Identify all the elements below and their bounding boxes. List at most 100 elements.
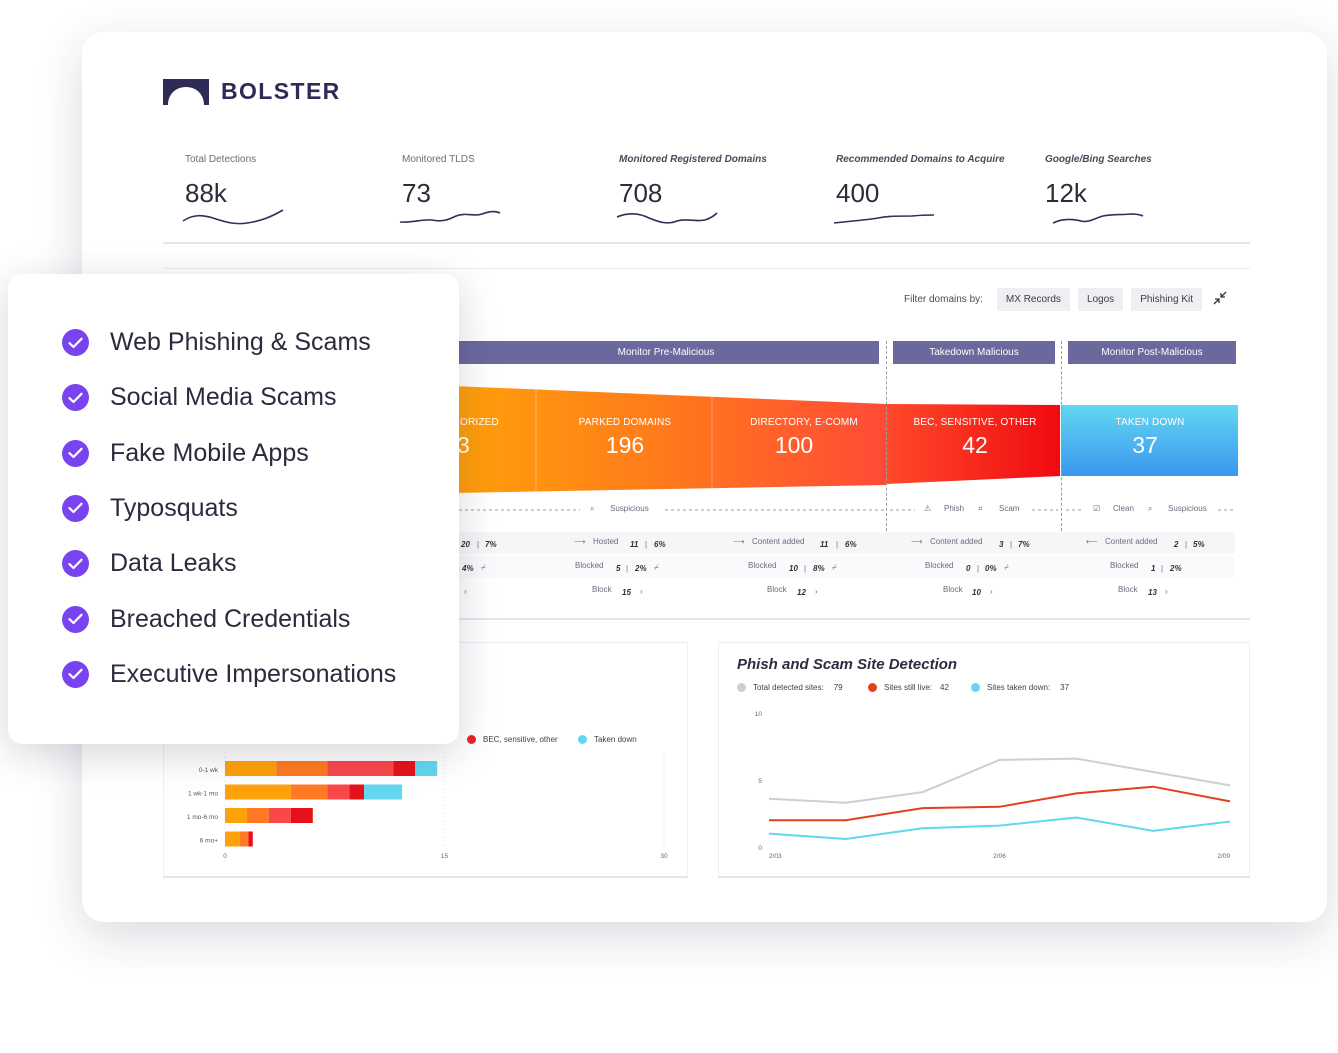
stat-google-bing-searches[interactable]: Google/Bing Searches 12k <box>1023 140 1223 244</box>
feature-item: Social Media Scams <box>62 383 336 412</box>
status-scam[interactable]: Scam <box>999 504 1020 513</box>
chevron-right-icon[interactable]: › <box>640 587 643 596</box>
stat-label: Monitored Registered Domains <box>619 154 767 165</box>
line-legend-item[interactable]: Total detected sites: 79 <box>737 683 843 692</box>
line-legend-item[interactable]: Sites still live: 42 <box>868 683 949 692</box>
metric-label: Block <box>767 585 787 594</box>
feature-label: Web Phishing & Scams <box>110 328 371 356</box>
bar-segment <box>327 761 394 776</box>
bar-segment <box>268 808 291 823</box>
chevron-right-icon[interactable]: › <box>990 587 993 596</box>
stat-total-detections[interactable]: Total Detections 88k <box>163 140 363 244</box>
stat-value: 73 <box>402 178 431 208</box>
metric-value: 3 <box>999 540 1004 549</box>
arrow-right-icon: ⟶ <box>733 537 745 546</box>
metric-label: Blocked <box>748 561 777 570</box>
metric-label: Blocked <box>1110 561 1139 570</box>
feature-item: Fake Mobile Apps <box>62 439 309 468</box>
legend-label: Sites still live: <box>884 683 933 692</box>
bar-legend-item[interactable]: Taken down <box>578 735 637 744</box>
phase-monitor-post-malicious[interactable]: Monitor Post-Malicious <box>1068 341 1236 364</box>
check-circle-icon <box>62 550 89 578</box>
stat-label: Google/Bing Searches <box>1045 154 1152 165</box>
metric-sep: | <box>1161 564 1164 573</box>
phase-divider <box>1061 341 1062 531</box>
chevron-right-icon[interactable]: › <box>464 587 467 596</box>
metric-label: Content added <box>930 537 983 546</box>
bar-segment <box>415 761 438 776</box>
y-tick-label: 10 <box>755 711 763 718</box>
metric-value: 6% <box>845 540 857 549</box>
phase-takedown-malicious[interactable]: Takedown Malicious <box>893 341 1055 364</box>
x-tick-label: 0 <box>223 853 227 860</box>
stat-label: Total Detections <box>185 154 257 165</box>
check-circle-icon <box>62 329 89 356</box>
phish-icon: ⚠ <box>924 504 932 513</box>
status-phish[interactable]: Phish <box>944 504 965 513</box>
status-clean[interactable]: Clean <box>1113 504 1134 513</box>
trend-icon: ⌿ <box>481 563 486 572</box>
metric-sep: | <box>645 540 648 549</box>
feature-label: Breached Credentials <box>110 604 351 633</box>
trend-icon: ⌿ <box>1004 563 1009 572</box>
legend-label: Sites taken down: <box>987 683 1051 692</box>
chevron-right-icon[interactable]: › <box>815 587 818 596</box>
metric-sep: | <box>836 540 839 549</box>
bar-segment <box>364 784 403 800</box>
legend-label: Taken down <box>594 735 637 744</box>
funnel-label: BEC, SENSITIVE, OTHER <box>913 417 1037 428</box>
metric-label: Blocked <box>925 561 954 570</box>
filter-chip-logos[interactable]: Logos <box>1077 288 1124 311</box>
metric-value: 8% <box>813 564 825 573</box>
feature-label: Fake Mobile Apps <box>110 438 309 467</box>
filter-bar: Filter domains by: MX Records Logos Phis… <box>904 288 1228 311</box>
metric-value: 0% <box>985 564 997 573</box>
funnel-value[interactable]: 100 <box>774 432 814 458</box>
brand-logo[interactable]: BOLSTER <box>163 78 341 105</box>
bar-legend-item[interactable]: BEC, sensitive, other <box>467 735 558 744</box>
feature-label: Social Media Scams <box>110 383 337 412</box>
funnel-value[interactable]: 196 <box>605 432 645 458</box>
collapse-icon[interactable] <box>1212 291 1228 308</box>
metric-sep: | <box>977 564 980 573</box>
metric-value: 2% <box>1170 564 1182 573</box>
funnel-value[interactable]: 37 <box>1132 432 1158 458</box>
legend-dot <box>737 683 746 692</box>
metric-value: 15 <box>622 588 631 597</box>
status-suspicious[interactable]: Suspicious <box>610 504 649 513</box>
metric-value: 2% <box>635 564 647 573</box>
metric-value: 20 <box>461 540 470 549</box>
feature-label: Executive Impersonations <box>110 659 397 688</box>
filter-chip-mx-records[interactable]: MX Records <box>996 288 1070 311</box>
metric-value: 5% <box>1193 540 1205 549</box>
stat-monitored-tlds[interactable]: Monitored TLDS 73 <box>380 140 580 244</box>
arrow-right-icon: ⟶ <box>574 537 586 546</box>
filter-chip-phishing-kit[interactable]: Phishing Kit <box>1131 288 1202 311</box>
legend-dot <box>578 735 587 744</box>
status-suspicious-post[interactable]: Suspicious <box>1168 504 1207 513</box>
sparkline <box>616 212 718 224</box>
chevron-right-icon[interactable]: › <box>1165 587 1168 596</box>
funnel-segment-pre-malicious <box>453 386 886 493</box>
funnel-value[interactable]: 3 <box>457 432 470 458</box>
bar-segment <box>225 784 291 800</box>
legend-value: 37 <box>1060 683 1070 692</box>
stat-monitored-registered-domains[interactable]: Monitored Registered Domains 708 <box>597 140 797 244</box>
metric-sep: | <box>626 564 629 573</box>
bar-segment <box>225 808 247 823</box>
funnel-label: ORIZED <box>460 417 499 428</box>
legend-dot <box>467 735 476 744</box>
metric-label: Hosted <box>593 537 619 546</box>
funnel-value[interactable]: 42 <box>962 432 988 458</box>
feature-item: Executive Impersonations <box>62 660 396 689</box>
bar-segment <box>327 784 350 800</box>
stat-recommended-domains[interactable]: Recommended Domains to Acquire 400 <box>814 140 1014 244</box>
metric-value: 0 <box>966 564 971 573</box>
stat-label: Recommended Domains to Acquire <box>836 154 1005 165</box>
funnel-segment-taken-down <box>1061 405 1238 476</box>
metrics-row-bg <box>453 532 1235 554</box>
series-line <box>768 816 1231 841</box>
line-legend-item[interactable]: Sites taken down: 37 <box>971 683 1069 692</box>
phase-monitor-pre-malicious[interactable]: Monitor Pre-Malicious <box>453 341 879 364</box>
